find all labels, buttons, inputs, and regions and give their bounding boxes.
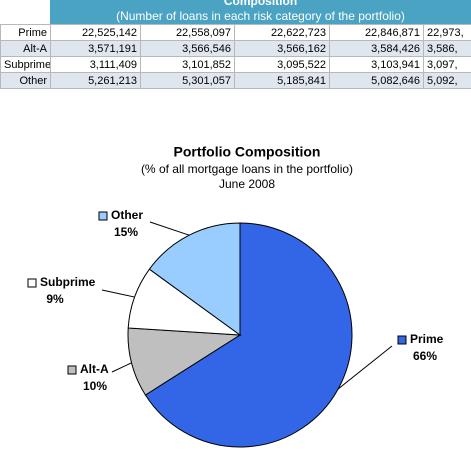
value-label: 9% <box>46 292 64 306</box>
row-label: Other <box>0 72 51 89</box>
leader-line <box>111 362 132 373</box>
table-cell: 5,261,213 <box>50 72 141 89</box>
leader-line <box>149 221 190 236</box>
value-label: 66% <box>413 349 437 363</box>
legend-swatch <box>397 335 407 345</box>
table-cell: 3,095,522 <box>234 56 330 73</box>
table-cell: 3,097, <box>423 56 471 73</box>
chart-title: Portfolio Composition <box>174 144 321 160</box>
slice-label: Alt-A <box>80 362 109 376</box>
table-cell: 3,111,409 <box>50 56 141 73</box>
table-grid: Prime 22,525,142 22,558,097 22,622,723 22,84… <box>0 24 471 89</box>
table-header: Composition (Number of loans in each ris… <box>50 0 471 24</box>
table-row: Subprime 3,111,409 3,101,852 3,095,522 3,103… <box>0 56 471 73</box>
table-cell: 5,092, <box>423 72 471 89</box>
table-cell: 22,558,097 <box>140 24 235 41</box>
slice-label: Prime <box>410 332 444 346</box>
table-row: Alt-A 3,571,191 3,566,546 3,566,162 3,584,42… <box>0 40 471 57</box>
table-cell: 3,571,191 <box>50 40 141 57</box>
table-cell: 22,622,723 <box>234 24 330 41</box>
table-title: Composition <box>223 0 298 8</box>
data-table: Composition (Number of loans in each ris… <box>0 0 471 89</box>
table-cell: 5,301,057 <box>140 72 235 89</box>
slice-label: Subprime <box>40 275 96 289</box>
leader-line <box>337 345 393 390</box>
chart-subtitle: (% of all mortgage loans in the portfoli… <box>141 162 353 176</box>
legend-swatch <box>67 365 77 375</box>
slice-label: Other <box>111 208 143 222</box>
legend-swatch <box>27 278 37 288</box>
table-cell: 5,082,646 <box>329 72 424 89</box>
chart-date: June 2008 <box>219 177 275 191</box>
table-cell: 3,586, <box>423 40 471 57</box>
row-label: Alt-A <box>0 40 51 57</box>
table-cell: 3,566,162 <box>234 40 330 57</box>
leader-line <box>101 289 135 298</box>
pie-slice <box>144 222 353 448</box>
value-label: 10% <box>83 379 107 393</box>
table-cell: 3,101,852 <box>140 56 235 73</box>
table-row: Other 5,261,213 5,301,057 5,185,841 5,082,64… <box>0 72 471 89</box>
table-cell: 22,525,142 <box>50 24 141 41</box>
legend-swatch <box>98 211 108 221</box>
table-subtitle: (Number of loans in each risk category o… <box>116 9 405 23</box>
value-label: 15% <box>114 225 138 239</box>
